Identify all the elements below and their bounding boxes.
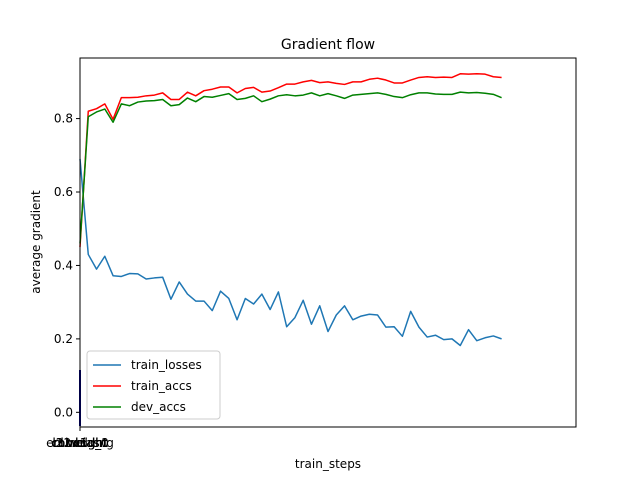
- y-axis-label: average gradient: [29, 190, 43, 294]
- y-axis-ticks: 0.0 0.2 0.4 0.6 0.8: [54, 112, 80, 419]
- x-tick-label: embedding: [46, 436, 114, 450]
- x-tick-label: l2.bias: [60, 436, 99, 450]
- legend-box: [86, 350, 221, 420]
- series-layer: [79, 73, 502, 347]
- series-line-train-losses: [79, 158, 502, 347]
- series-line-train-accs: [79, 73, 502, 248]
- legend-label-train-losses: train_losses: [131, 358, 202, 372]
- x-axis-ticks: l1.weightl1.biasl2.weightl2.biasl3.weigh…: [46, 427, 114, 450]
- y-tick-label: 0.0: [54, 405, 73, 419]
- y-tick-label: 0.4: [54, 258, 73, 272]
- legend-label-train-accs: train_accs: [131, 379, 192, 393]
- series-line-dev-accs: [79, 91, 502, 244]
- x-tick-label: l1.weight: [52, 436, 108, 450]
- x-tick-label: conv1d_0: [51, 436, 109, 450]
- plot-frame: [79, 57, 577, 428]
- y-tick-label: 0.2: [54, 332, 73, 346]
- legend-entries: train_losses train_accs dev_accs: [93, 358, 202, 414]
- legend-label-dev-accs: dev_accs: [131, 400, 186, 414]
- x-tick-label: conv1d_1: [51, 436, 109, 450]
- y-tick-label: 0.6: [54, 185, 73, 199]
- x-tick-label: l2.weight: [52, 436, 108, 450]
- legend: train_losses train_accs dev_accs: [86, 350, 221, 420]
- y-tick-label: 0.8: [54, 112, 73, 126]
- chart-title: Gradient flow: [281, 37, 375, 53]
- x-axis-label: train_steps: [295, 457, 361, 471]
- x-tick-label: l3.weight: [52, 436, 108, 450]
- x-tick-label: l1.bias: [60, 436, 99, 450]
